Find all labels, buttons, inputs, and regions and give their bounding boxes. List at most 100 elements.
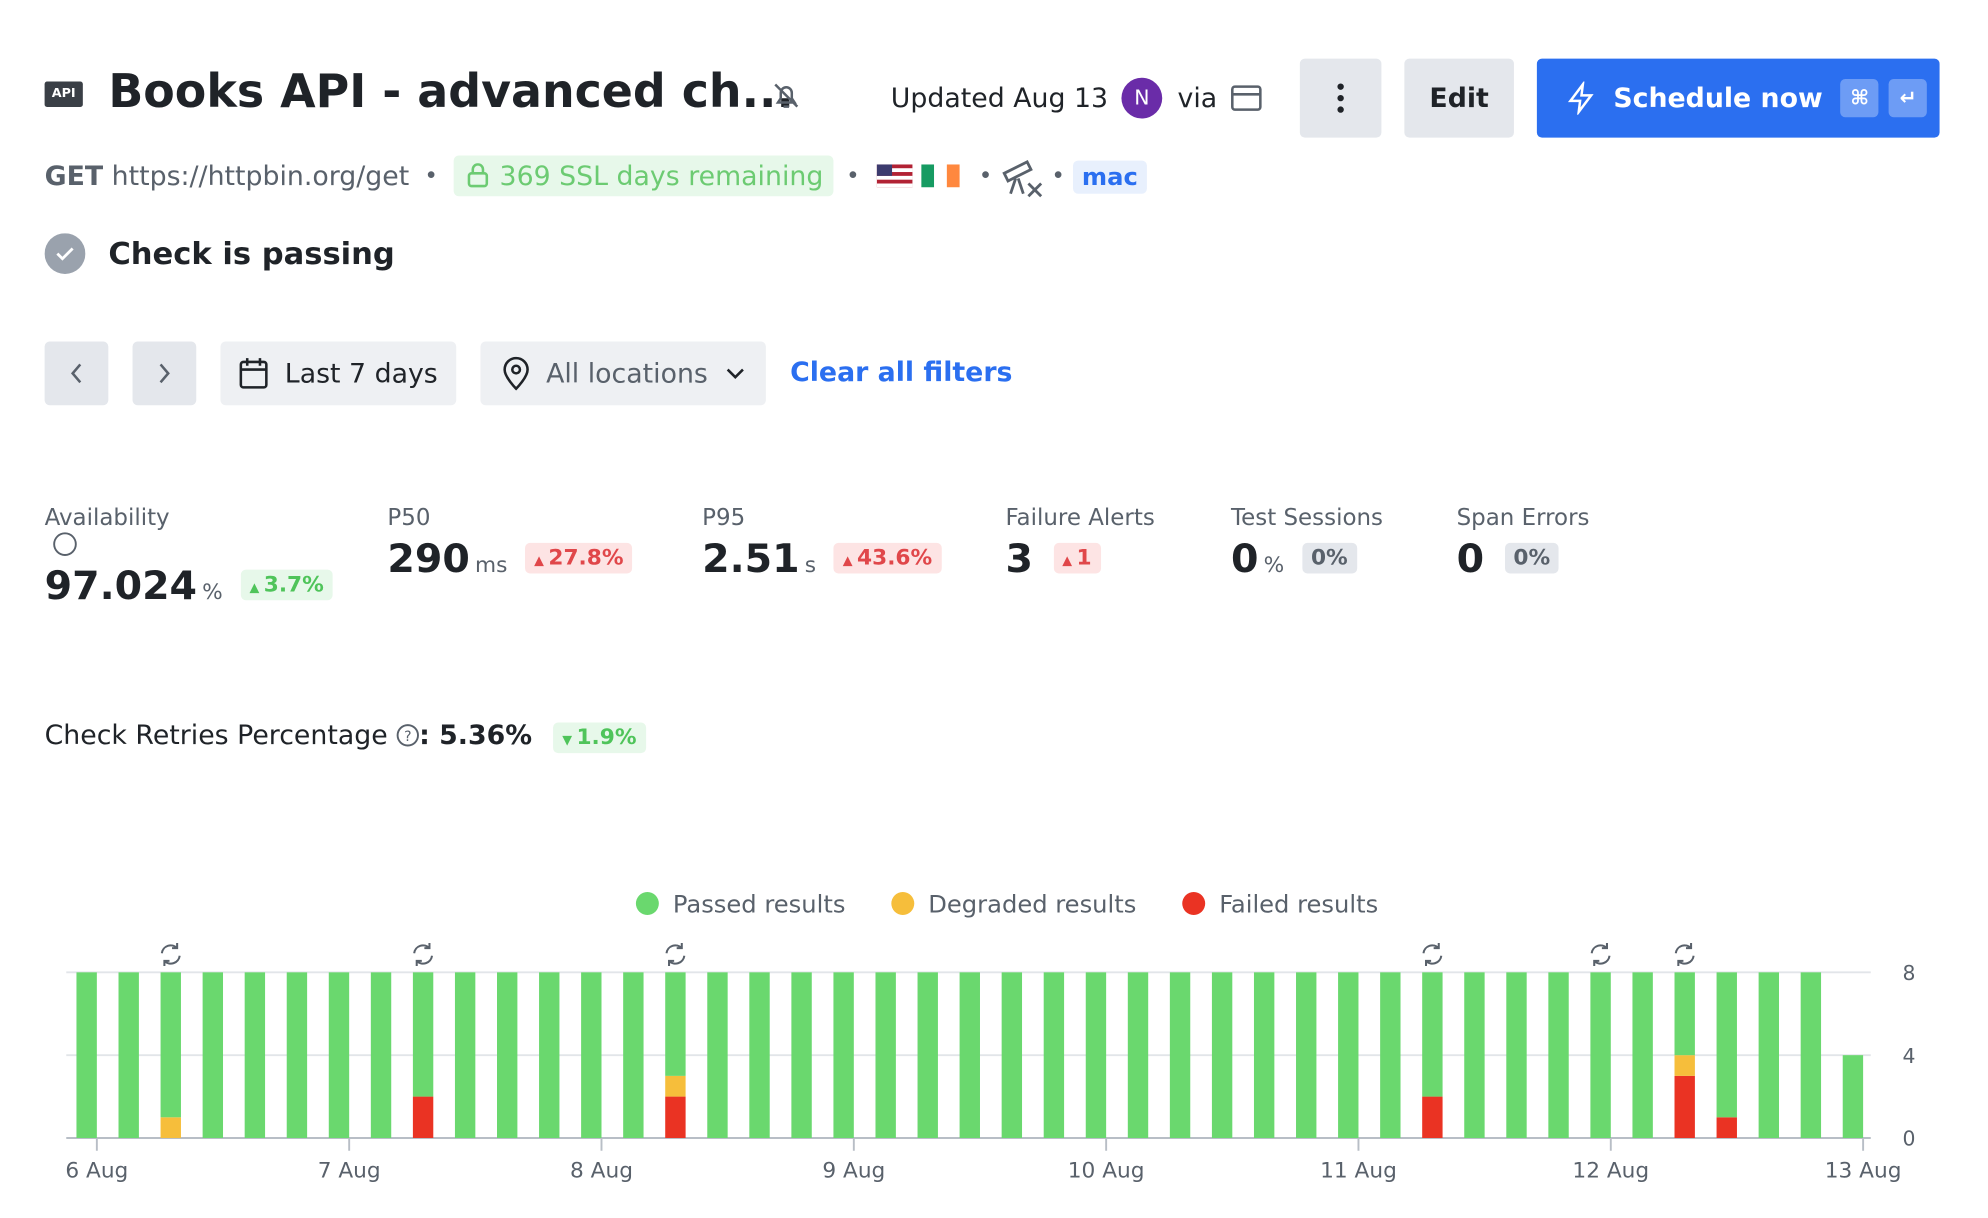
x-tick-label: 8 Aug (570, 1159, 633, 1184)
arrow: ▲ (1062, 554, 1077, 569)
metric-value: 2.51 (702, 536, 800, 583)
bar-segment (1506, 972, 1527, 1139)
bar-segment (1590, 972, 1611, 1139)
bar-segment (1842, 1055, 1864, 1139)
location-flags (876, 164, 960, 188)
bar-segment (833, 972, 854, 1139)
legend-label: Degraded results (928, 890, 1136, 918)
x-tick-label: 11 Aug (1320, 1159, 1397, 1184)
bar-segment (665, 1075, 686, 1097)
chevron-right (159, 363, 170, 384)
metric: Test Sessions 0% 0% (1231, 505, 1383, 583)
locations: All locations (546, 358, 708, 389)
key-enter: ↵ (1888, 79, 1928, 118)
y-tick-label: 8 (1903, 961, 1916, 985)
retry-arc (1590, 943, 1611, 966)
bar-segment (1085, 972, 1107, 1139)
locations-button[interactable]: All locations (480, 341, 766, 406)
edit-button[interactable]: Edit (1404, 58, 1514, 138)
tag[interactable]: mac (1073, 160, 1147, 194)
bar-segment (1632, 972, 1653, 1139)
bar-segment (244, 972, 266, 1139)
x-tick-label: 12 Aug (1572, 1159, 1649, 1184)
x-tick-label: 13 Aug (1825, 1159, 1902, 1184)
metric-label: P50 (387, 504, 431, 532)
retries-change: 1.9% (576, 725, 637, 751)
svg-text:?: ? (404, 729, 411, 745)
retry-arc (413, 943, 434, 966)
retry-icon (413, 943, 434, 966)
retry-icon (1674, 943, 1695, 966)
pin-icon (502, 356, 529, 391)
status-text: Check is passing (108, 235, 395, 272)
metric-row: 3 ▲ 1 (1005, 536, 1154, 583)
avatar[interactable]: N (1121, 77, 1163, 119)
metric-value: 0 (1231, 536, 1259, 583)
metric-row: 0 0% (1457, 537, 1590, 582)
bar-segment (1716, 1117, 1737, 1139)
chevron-down (727, 368, 745, 380)
schedule-label: Schedule now (1613, 82, 1823, 114)
separator: • (846, 163, 860, 190)
bar-segment (160, 1117, 181, 1139)
clear-filters-link[interactable]: Clear all filters (790, 356, 1013, 388)
bar-segment (1043, 972, 1065, 1139)
prev-button[interactable] (44, 341, 109, 406)
bar-segment (1253, 972, 1275, 1139)
bar-segment (1001, 972, 1023, 1139)
metric-unit: ms (474, 553, 508, 579)
metric-label: Availability (44, 504, 170, 532)
metric-unit: % (1263, 553, 1285, 579)
metric-change: 3.7% (263, 572, 324, 598)
browser-icon (1231, 85, 1262, 111)
bar-segment (1758, 972, 1780, 1139)
x-tick-label: 9 Aug (822, 1159, 885, 1184)
metric-label: Test Sessions (1231, 504, 1383, 532)
separator: • (978, 163, 993, 190)
bar-segment (497, 972, 518, 1139)
metric-change: 27.8% (548, 545, 624, 571)
retries-change-chip: ▼ 1.9% (553, 722, 646, 754)
metric-change-chip: 0% (1302, 542, 1357, 574)
telescope-icon (1002, 159, 1043, 198)
separator: • (1051, 163, 1065, 190)
retry-arc (665, 943, 686, 966)
schedule-button[interactable]: Schedule now ⌘ ↵ (1536, 58, 1940, 138)
retries-label: Check Retries Percentage (44, 720, 388, 751)
bell-off-icon[interactable] (770, 79, 803, 112)
metric-row: 97.024% ▲ 3.7% (45, 563, 333, 609)
separator: • (424, 163, 438, 190)
bar-segment (1422, 972, 1443, 1097)
bar-segment (623, 972, 644, 1139)
bar-segment (665, 972, 686, 1076)
metric: P50 290 ms ▲ 27.8% (387, 504, 633, 582)
help-icon (53, 532, 77, 556)
more-button[interactable] (1299, 58, 1382, 138)
bolt-icon (1567, 81, 1594, 115)
chart: 0 4 8 Passed results Degraded results Failed … (65, 890, 1916, 1184)
help-icon: ? (396, 724, 419, 747)
bar-segment (160, 972, 181, 1118)
bar-segment (1338, 972, 1359, 1139)
retry-icon (1422, 943, 1443, 966)
bar-segment (412, 1096, 434, 1139)
ssl-text: 369 SSL days remaining (499, 160, 824, 192)
retry-icon (160, 943, 181, 966)
x-tick-label: 7 Aug (318, 1159, 381, 1184)
x-tick-label: 6 Aug (65, 1159, 128, 1184)
next-button[interactable] (132, 341, 197, 406)
metric-label: Failure Alerts (1005, 504, 1155, 532)
metric-change-chip: ▲ 1 (1053, 542, 1101, 574)
date-range-button[interactable]: Last 7 days (220, 341, 457, 406)
metric-value: 3 (1005, 536, 1033, 583)
bar-segment (665, 1096, 686, 1139)
bar-segment (1548, 972, 1569, 1139)
x-tick-label: 10 Aug (1068, 1159, 1145, 1184)
bar-segment (1211, 972, 1233, 1139)
metric-change: 0% (1310, 545, 1348, 571)
bar-segment (1674, 1055, 1695, 1076)
url: https://httpbin.org/get (111, 160, 410, 192)
bar-segment (1674, 972, 1695, 1056)
bar-segment (286, 972, 308, 1139)
bar-segment (1127, 972, 1149, 1139)
